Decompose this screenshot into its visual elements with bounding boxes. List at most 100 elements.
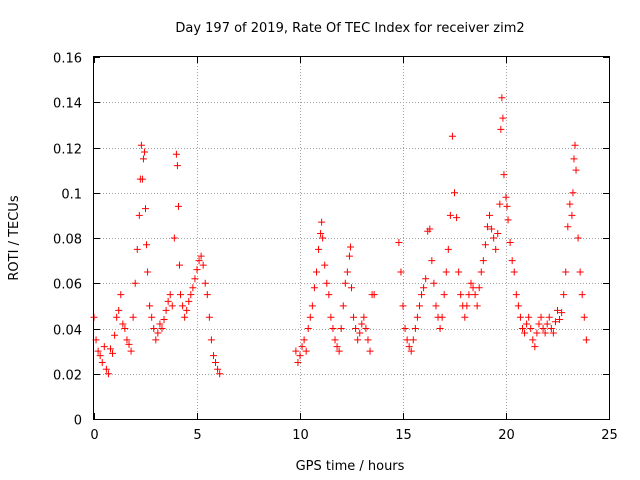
data-point <box>325 291 333 299</box>
data-point <box>109 349 117 357</box>
grid <box>94 57 609 419</box>
data-point <box>98 358 106 366</box>
data-point <box>172 150 180 158</box>
data-point <box>203 291 211 299</box>
x-tick-label: 20 <box>498 428 515 443</box>
data-point <box>457 291 465 299</box>
data-point <box>113 313 121 321</box>
data-point <box>96 352 104 360</box>
data-point <box>539 325 547 332</box>
data-point <box>510 268 518 276</box>
data-point <box>207 336 215 344</box>
data-point <box>162 306 170 314</box>
data-point <box>189 284 197 292</box>
y-axis-label: ROTI / TECUs <box>7 195 22 280</box>
data-point <box>166 291 174 299</box>
y-tick-label: 0.08 <box>53 233 82 248</box>
data-point <box>467 279 475 287</box>
data-point <box>440 291 448 299</box>
data-point <box>179 302 187 310</box>
data-point <box>486 211 494 219</box>
data-point <box>403 336 411 344</box>
data-point <box>216 370 224 378</box>
data-point <box>358 320 366 328</box>
data-point <box>571 141 579 149</box>
data-point <box>104 370 112 378</box>
data-point <box>461 313 469 321</box>
data-point <box>364 336 372 344</box>
data-point <box>420 284 428 292</box>
data-point <box>317 229 325 237</box>
data-point <box>516 313 524 321</box>
y-axis-tick-labels: 0 0.02 0.04 0.06 0.08 0.1 0.12 0.14 0.16 <box>53 52 82 429</box>
data-point <box>547 325 555 332</box>
data-point <box>494 229 502 237</box>
data-point <box>438 313 446 321</box>
data-point <box>488 225 496 233</box>
data-point <box>551 318 559 326</box>
data-point <box>152 336 160 344</box>
data-point <box>492 245 500 253</box>
data-point <box>498 94 506 102</box>
data-point <box>337 325 345 332</box>
data-point <box>327 313 335 321</box>
data-point <box>321 261 329 269</box>
data-point <box>525 313 533 321</box>
data-point <box>148 313 156 321</box>
data-point <box>304 325 312 332</box>
data-point <box>315 245 323 253</box>
data-point <box>395 239 403 247</box>
data-point <box>173 162 181 170</box>
data-point <box>312 268 320 276</box>
data-point <box>428 257 436 265</box>
data-point <box>138 175 146 183</box>
data-point <box>455 268 463 276</box>
data-point <box>415 302 423 310</box>
data-point <box>362 325 370 332</box>
data-point <box>111 331 119 339</box>
data-point <box>508 257 516 265</box>
y-tick-label: 0.12 <box>53 143 82 158</box>
data-point <box>496 200 504 208</box>
data-point <box>183 306 191 314</box>
data-point <box>506 239 514 247</box>
data-point <box>409 336 417 344</box>
data-point <box>574 234 582 242</box>
data-point <box>350 313 358 321</box>
data-point <box>499 114 507 122</box>
data-point <box>477 268 485 276</box>
data-point <box>469 284 477 292</box>
data-point <box>418 291 426 299</box>
data-point <box>102 365 110 373</box>
data-point <box>360 313 368 321</box>
data-point <box>119 320 127 328</box>
data-point <box>432 302 440 310</box>
data-point <box>308 302 316 310</box>
data-point <box>100 343 108 351</box>
data-point <box>199 261 207 269</box>
data-point <box>300 336 308 344</box>
data-point <box>125 340 133 348</box>
data-point <box>405 343 413 351</box>
x-tick-label: 10 <box>292 428 309 443</box>
data-point <box>503 202 511 210</box>
data-point <box>175 261 183 269</box>
data-point <box>323 279 331 287</box>
data-point <box>296 352 304 360</box>
data-point <box>430 279 438 287</box>
x-axis-label: GPS time / hours <box>296 459 405 474</box>
data-point <box>345 252 353 260</box>
data-point <box>302 347 310 355</box>
y-tick-label: 0.1 <box>61 188 82 203</box>
data-point <box>177 291 185 299</box>
data-point <box>209 352 217 360</box>
data-point <box>531 343 539 351</box>
data-point <box>160 315 168 323</box>
data-point <box>333 343 341 351</box>
data-point <box>545 313 553 321</box>
data-point <box>465 291 473 299</box>
data-point <box>483 223 491 231</box>
data-point <box>214 365 222 373</box>
data-point <box>341 279 349 287</box>
